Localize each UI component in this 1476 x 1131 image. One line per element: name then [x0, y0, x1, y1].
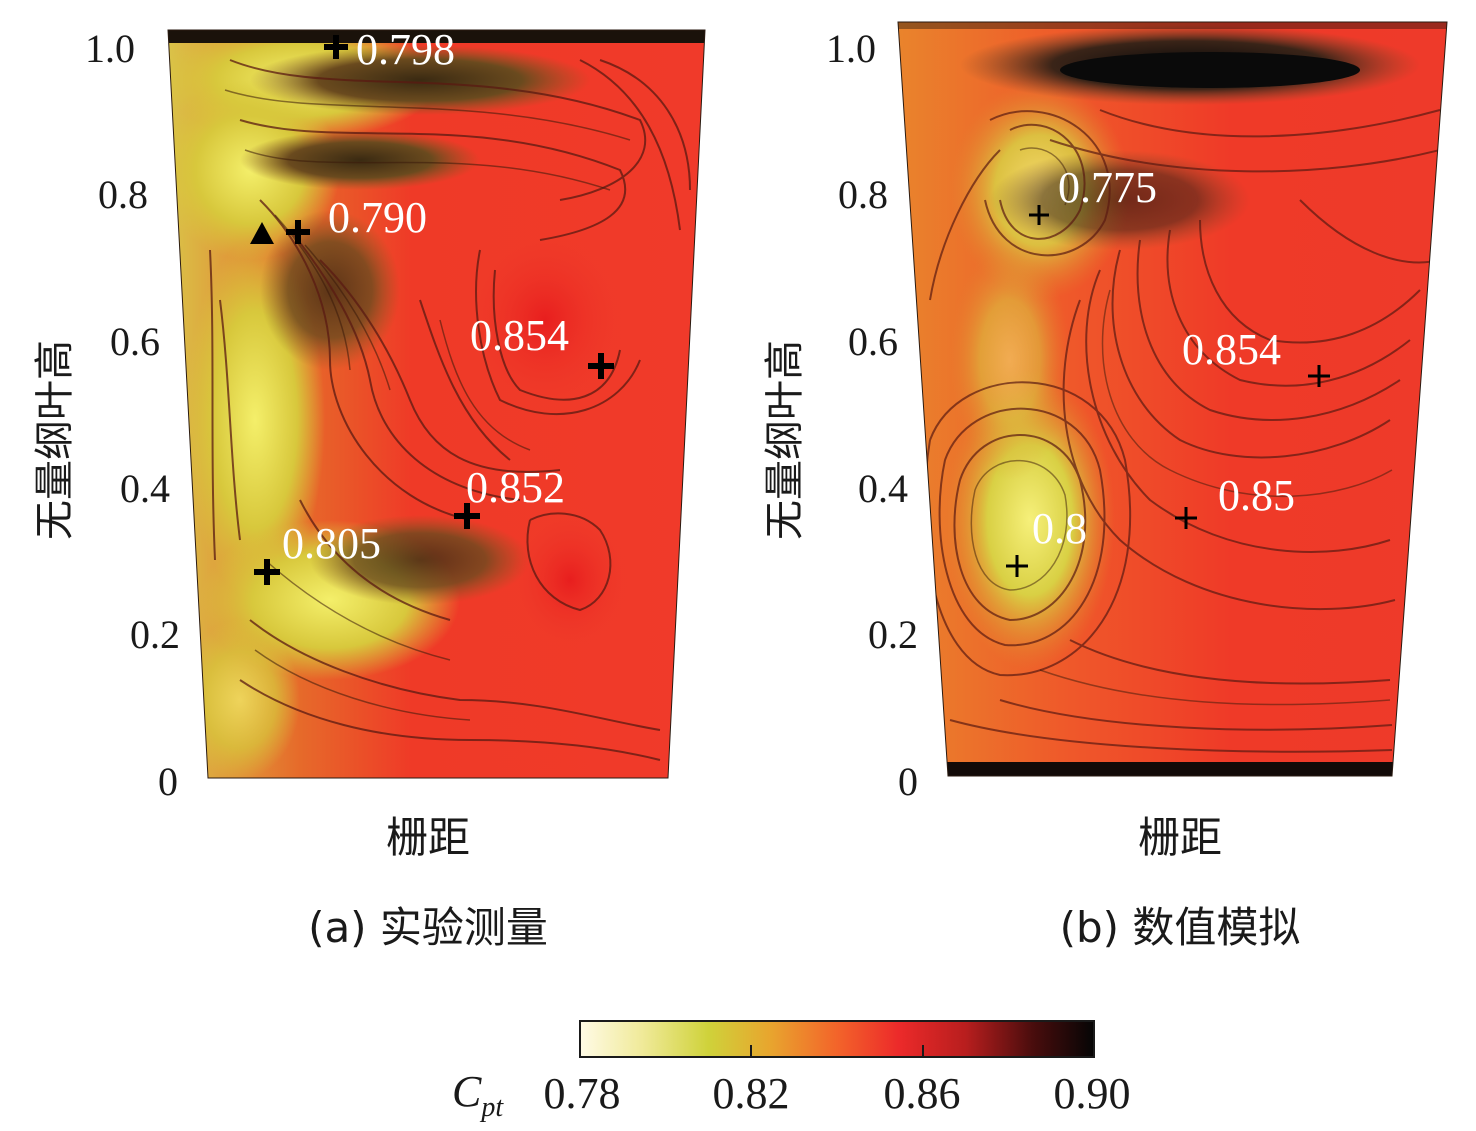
panel-b-ytick: 0.8 — [838, 172, 888, 217]
panel-a-ytick: 0.2 — [130, 612, 180, 657]
panel-b-ytick: 0 — [898, 759, 918, 804]
colorbar-tick: 0.82 — [713, 1069, 790, 1118]
panel-a-caption: (a) 实验测量 — [308, 903, 548, 952]
colorbar-tick: 0.90 — [1054, 1069, 1131, 1118]
panel-a-marker — [250, 220, 310, 244]
panel-b-marker — [1006, 555, 1028, 577]
colorbar-label-sub: pt — [479, 1092, 504, 1123]
panel-a-marker — [324, 35, 348, 59]
panel-a-marker — [588, 353, 614, 379]
colorbar-tick: 0.78 — [544, 1069, 621, 1118]
panel-a-annotation-label: 0.852 — [466, 463, 565, 512]
panel-a-annotation-label: 0.854 — [470, 311, 569, 360]
panel-b-marker — [1029, 205, 1049, 225]
colorbar: Cpt 0.78 0.82 0.86 0.90 — [452, 1020, 1131, 1123]
panel-b-caption: (b) 数值模拟 — [1060, 903, 1301, 952]
panel-a-ytick: 0 — [158, 759, 178, 804]
panel-a-ytick: 1.0 — [85, 26, 135, 71]
panel-a-ytick: 0.4 — [120, 466, 170, 511]
panel-a-annotation-label: 0.805 — [282, 519, 381, 568]
panel-a-xlabel: 栅距 — [386, 813, 470, 862]
panel-a-ytick: 0.6 — [110, 319, 160, 364]
panel-b-annotation-label: 0.854 — [1182, 325, 1281, 374]
panel-b-marker — [1175, 507, 1197, 529]
panel-b-annotations: 0.775 0.854 0.85 0.8 — [1006, 163, 1330, 577]
panel-b-ytick: 0.6 — [848, 319, 898, 364]
panel-a-annotation-label: 0.798 — [356, 25, 455, 74]
panel-b-ylabel: 无量纲叶高 — [762, 340, 808, 540]
panel-a-ytick: 0.8 — [98, 172, 148, 217]
panel-a-marker — [454, 503, 480, 529]
panel-b-ytick: 1.0 — [826, 26, 876, 71]
panel-b-xlabel: 栅距 — [1138, 813, 1222, 862]
panel-a-marker — [254, 559, 280, 585]
panel-b-annotation-label: 0.775 — [1058, 163, 1157, 212]
panel-b-marker — [1308, 365, 1330, 387]
panel-b-ytick: 0.4 — [858, 466, 908, 511]
panel-b-annotation-label: 0.85 — [1218, 471, 1295, 520]
panel-a-annotations: 0.798 0.790 0.854 0.852 0.805 — [250, 25, 614, 585]
colorbar-gradient — [579, 1020, 1095, 1058]
panel-b-plot — [897, 21, 1448, 777]
colorbar-label-main: C — [452, 1067, 482, 1116]
panel-b-yticks: 1.0 0.8 0.6 0.4 0.2 0 — [826, 26, 918, 804]
panel-a-yticks: 1.0 0.8 0.6 0.4 0.2 0 — [85, 26, 180, 804]
panel-a-ylabel: 无量纲叶高 — [32, 340, 78, 540]
colorbar-tick: 0.86 — [884, 1069, 961, 1118]
panel-b-ytick: 0.2 — [868, 612, 918, 657]
colorbar-label: Cpt — [452, 1067, 504, 1123]
panel-b-annotation-label: 0.8 — [1032, 504, 1087, 553]
panel-a-plot — [167, 29, 706, 779]
panel-a-annotation-label: 0.790 — [328, 193, 427, 242]
